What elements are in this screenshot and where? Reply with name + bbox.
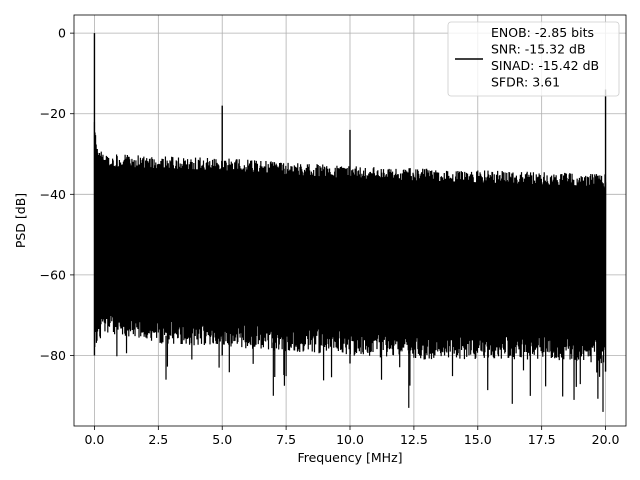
y-axis-ticks: 0 −20 −40 −60 −80 <box>40 26 74 363</box>
x-axis-ticks: 0.0 2.5 5.0 7.5 10.0 12.5 15.0 17.5 20.0 <box>84 426 620 447</box>
x-tick-label: 2.5 <box>148 432 168 447</box>
legend-entry-line: SFDR: 3.61 <box>491 75 560 90</box>
y-tick-label: −20 <box>40 106 66 121</box>
y-tick-label: 0 <box>58 26 66 41</box>
legend-box <box>447 21 620 97</box>
x-tick-label: 12.5 <box>400 432 428 447</box>
plot-area <box>93 33 607 412</box>
x-axis-label: Frequency [MHz] <box>297 450 402 465</box>
y-tick-label: −40 <box>40 187 66 202</box>
x-tick-label: 17.5 <box>528 432 556 447</box>
y-tick-label: −80 <box>40 348 66 363</box>
psd-noise-body <box>98 162 605 336</box>
y-tick-label: −60 <box>40 267 66 282</box>
x-tick-label: 0.0 <box>84 432 104 447</box>
x-tick-label: 10.0 <box>336 432 364 447</box>
x-tick-label: 7.5 <box>276 432 296 447</box>
x-tick-label: 5.0 <box>212 432 232 447</box>
legend-entry-line: SNR: -15.32 dB <box>491 42 586 57</box>
y-axis-label: PSD [dB] <box>13 193 28 248</box>
legend-entry-line: SINAD: -15.42 dB <box>491 58 599 73</box>
x-tick-label: 15.0 <box>464 432 492 447</box>
x-tick-label: 20.0 <box>592 432 620 447</box>
legend-entry-line: ENOB: -2.85 bits <box>491 25 594 40</box>
